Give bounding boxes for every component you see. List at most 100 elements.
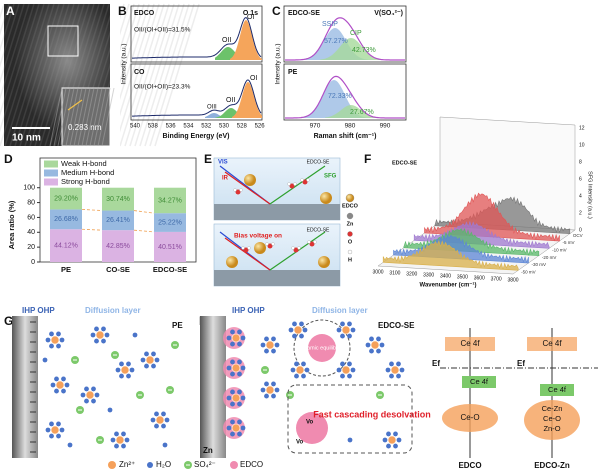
fit-peak	[300, 28, 380, 60]
label: Ef	[517, 359, 525, 368]
label: Ce-O	[460, 413, 479, 422]
label: IR	[222, 176, 229, 182]
water-o	[293, 247, 299, 253]
x-tick-label: PE	[61, 265, 71, 274]
water	[104, 332, 110, 338]
label: OII/(OI+OII)=23.3%	[134, 84, 191, 91]
label: Wavenumber (cm⁻¹)	[420, 282, 477, 289]
water-o	[302, 179, 308, 185]
zn-ion	[85, 390, 95, 400]
lattice-fringe	[0, 3, 15, 52]
water	[382, 437, 388, 443]
electrode-surface	[214, 204, 340, 220]
water	[150, 417, 156, 423]
water	[399, 367, 405, 373]
lattice-fringe	[34, 3, 80, 147]
water	[42, 357, 48, 363]
zn-ion	[95, 330, 105, 340]
y-tick-label: 20	[27, 244, 35, 251]
lattice-fringe	[149, 3, 195, 147]
label: EDCO	[134, 10, 155, 17]
equilibrium-loop	[293, 319, 351, 377]
edco-particle	[318, 256, 330, 268]
water	[110, 437, 116, 443]
water	[151, 363, 156, 369]
label: IHP OHP	[22, 306, 55, 315]
legend-label: Zn²⁺	[119, 460, 135, 469]
water	[49, 433, 54, 439]
zn-ion	[293, 325, 303, 335]
water	[230, 341, 235, 347]
tick-label: 4	[579, 193, 582, 199]
water	[369, 348, 374, 354]
tick-label: 3600	[474, 275, 485, 281]
lattice-fringe	[14, 3, 60, 147]
water	[386, 431, 391, 437]
zn-ion	[231, 423, 241, 433]
water	[80, 392, 86, 398]
water	[237, 329, 242, 335]
value-label: 26.68%	[54, 216, 78, 223]
water	[56, 343, 61, 349]
label: PE	[172, 321, 183, 330]
water	[264, 393, 269, 399]
voltage-label: -5 mV	[563, 240, 575, 245]
lattice-fringe	[9, 3, 55, 147]
water	[61, 376, 66, 382]
electrode-surface	[214, 270, 340, 286]
water	[340, 333, 345, 339]
tick-label: 3400	[440, 273, 451, 279]
label: PE	[288, 69, 298, 76]
water	[154, 423, 159, 429]
lattice-fringe	[134, 3, 180, 147]
water-h	[307, 240, 311, 244]
water	[386, 443, 391, 449]
bar-segment	[50, 187, 82, 210]
water	[376, 336, 381, 342]
label: O 1s	[243, 10, 258, 17]
bar-segment	[154, 213, 186, 232]
tick-label: 2	[579, 210, 582, 216]
legend-label: Zn	[347, 221, 354, 227]
ce4f-band	[527, 337, 577, 351]
spacing-mark	[67, 99, 83, 111]
water	[260, 387, 266, 393]
inset-fringe	[53, 87, 67, 147]
legend-label: Strong H-bond	[61, 177, 110, 186]
water	[271, 393, 276, 399]
water	[237, 341, 242, 347]
electrode	[12, 316, 38, 458]
water	[396, 437, 402, 443]
panel-letter: A	[6, 4, 15, 18]
water	[294, 373, 299, 379]
label: OIII	[207, 105, 217, 111]
legend-label: EDCO	[240, 460, 263, 469]
label: Ce-O	[543, 414, 561, 423]
select-box	[47, 25, 79, 57]
water	[240, 425, 246, 431]
bond-band	[442, 404, 498, 432]
legend-icon	[347, 249, 353, 255]
water-o	[235, 189, 241, 195]
legend-icon	[345, 193, 355, 203]
inset-fringe	[85, 87, 99, 147]
label: EDCO	[458, 461, 481, 470]
zn-ion	[231, 333, 241, 343]
water	[385, 367, 391, 373]
water	[56, 331, 61, 337]
ce4f-state	[462, 376, 496, 388]
label: IHP OHP	[232, 306, 265, 315]
beam	[224, 237, 271, 271]
water	[237, 389, 242, 395]
legend-icon	[108, 461, 116, 469]
y-tick-label: 80	[27, 199, 35, 206]
label: 42.73%	[352, 47, 376, 54]
label: Raman shift (cm⁻¹)	[314, 133, 377, 140]
label: SFG Intensity (a.u.)	[587, 171, 593, 219]
water	[340, 373, 345, 379]
label: Binding Energy (eV)	[163, 133, 230, 140]
inset-fringe	[81, 87, 95, 147]
water	[340, 321, 345, 327]
tick-label: 990	[380, 123, 391, 130]
water	[161, 423, 166, 429]
